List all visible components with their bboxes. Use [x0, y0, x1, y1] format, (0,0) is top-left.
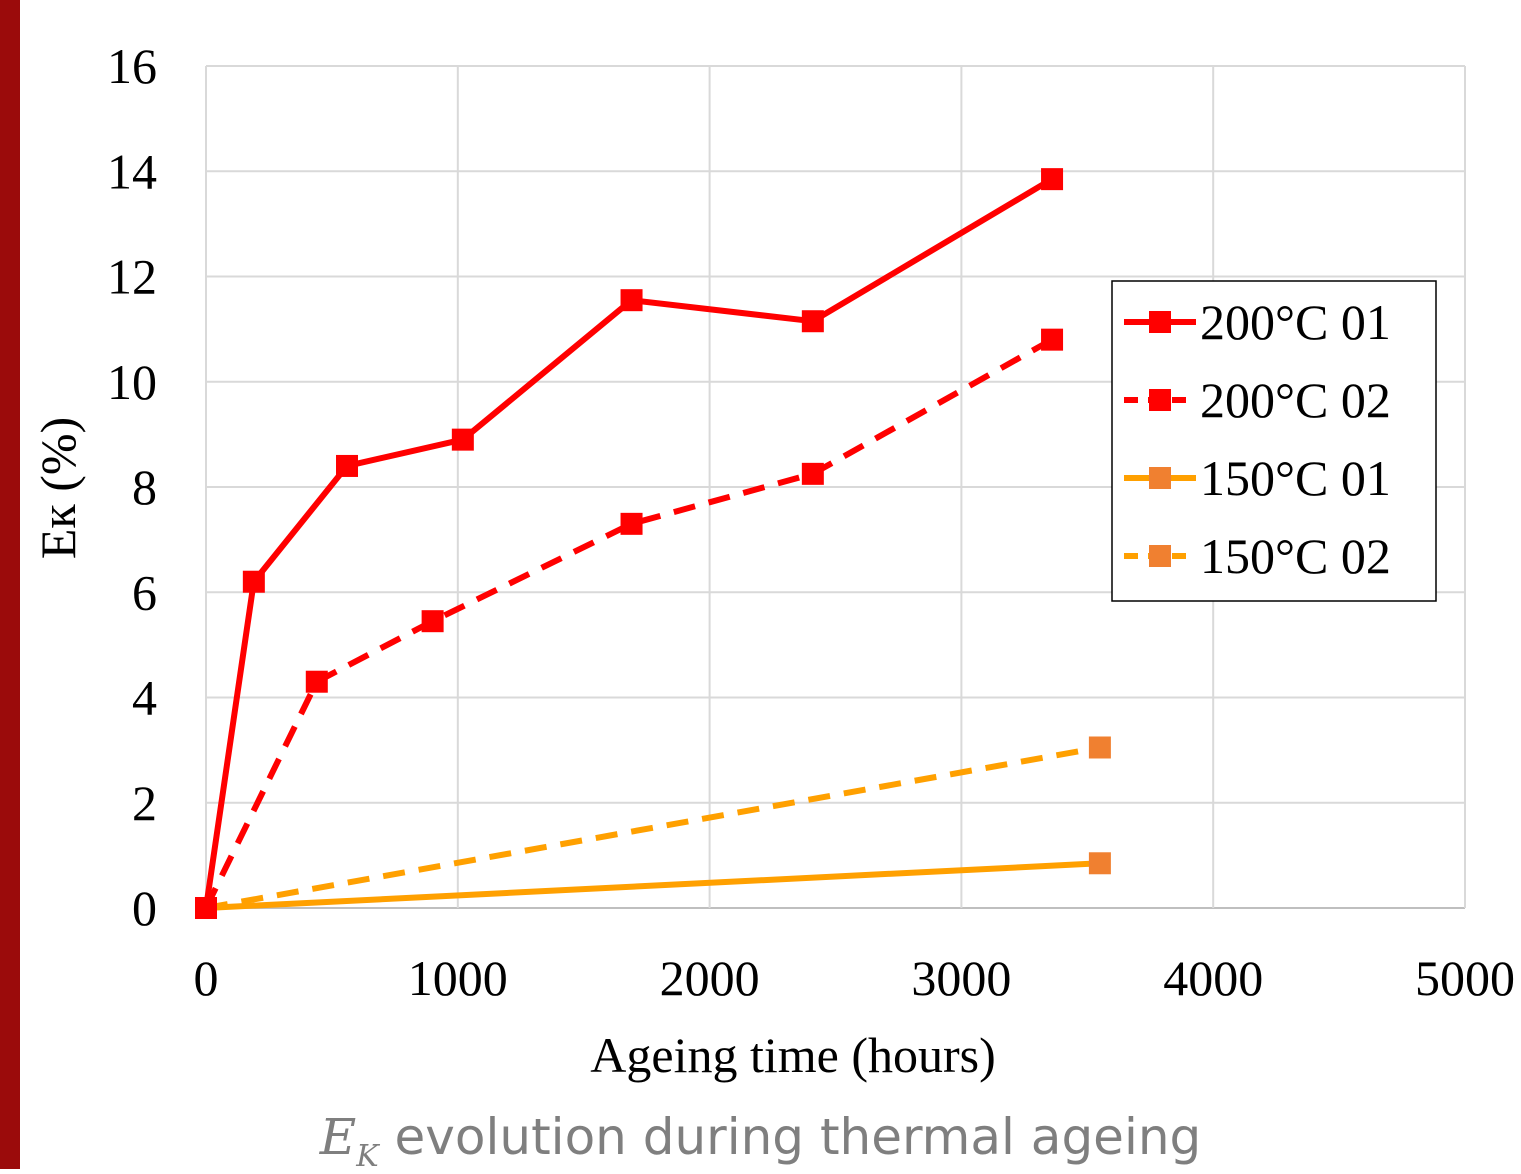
line-chart: 0 2 4 6 8 10 12 14 16 0 1000 2000 3000 4000 5000 Eк (…: [30, 38, 1516, 1083]
caption-symbol: E: [319, 1108, 357, 1166]
y-tick-label: 12: [107, 249, 157, 305]
figure-caption: EK evolution during thermal ageing: [0, 1108, 1521, 1174]
x-tick-labels: 0 1000 2000 3000 4000 5000: [194, 950, 1516, 1006]
series-line: [205, 744, 1101, 911]
data-point: [801, 310, 824, 333]
y-axis-title: Eк (%): [30, 417, 86, 559]
y-tick-label: 6: [132, 564, 157, 620]
caption-subscript: K: [356, 1139, 379, 1174]
legend-item: 150°C 02: [1124, 528, 1391, 584]
x-axis-title: Ageing time (hours): [590, 1027, 995, 1083]
caption-text: evolution during thermal ageing: [378, 1108, 1202, 1166]
data-point: [242, 570, 265, 593]
x-tick-label: 5000: [1415, 950, 1515, 1006]
legend-item: 200°C 02: [1124, 372, 1391, 428]
data-point: [1041, 328, 1064, 351]
series-layer: [195, 168, 1111, 919]
legend-swatch-marker: [1149, 311, 1171, 333]
slide-accent-bar: [0, 0, 20, 1169]
y-tick-label: 14: [107, 143, 157, 199]
y-tick-label: 8: [132, 459, 157, 515]
data-point: [421, 610, 444, 633]
y-tick-label: 4: [132, 670, 157, 726]
x-tick-label: 4000: [1163, 950, 1263, 1006]
legend-swatch-marker: [1149, 467, 1171, 489]
y-tick-label: 0: [132, 880, 157, 936]
data-point: [1088, 736, 1111, 759]
y-tick-labels: 0 2 4 6 8 10 12 14 16: [107, 38, 157, 936]
legend-item: 150°C 01: [1124, 450, 1391, 506]
series-line: [203, 336, 1054, 910]
x-tick-label: 3000: [911, 950, 1011, 1006]
series-1: [195, 328, 1064, 919]
data-point: [451, 428, 474, 451]
legend-item: 200°C 01: [1124, 294, 1391, 350]
y-tick-label: 10: [107, 354, 157, 410]
series-3: [195, 736, 1111, 919]
data-point: [1041, 168, 1064, 191]
data-point: [305, 670, 328, 693]
data-point: [336, 454, 359, 477]
data-point: [620, 289, 643, 312]
legend-label: 200°C 01: [1200, 294, 1391, 350]
data-point: [1088, 852, 1111, 875]
legend-swatch-marker: [1149, 545, 1171, 567]
legend-swatch-marker: [1149, 389, 1171, 411]
legend-label: 150°C 01: [1200, 450, 1391, 506]
x-tick-label: 0: [194, 950, 219, 1006]
series-0: [195, 168, 1064, 919]
data-point: [801, 462, 824, 485]
x-tick-label: 1000: [408, 950, 508, 1006]
legend: 200°C 01 200°C 02 150°C 01 150°C 02: [1111, 280, 1437, 602]
legend-label: 200°C 02: [1200, 372, 1391, 428]
y-tick-label: 2: [132, 775, 157, 831]
legend-label: 150°C 02: [1200, 528, 1391, 584]
series-line: [203, 176, 1054, 909]
series-line: [205, 860, 1101, 911]
x-tick-label: 2000: [660, 950, 760, 1006]
data-point: [195, 897, 217, 919]
data-point: [620, 512, 643, 535]
y-tick-label: 16: [107, 38, 157, 94]
